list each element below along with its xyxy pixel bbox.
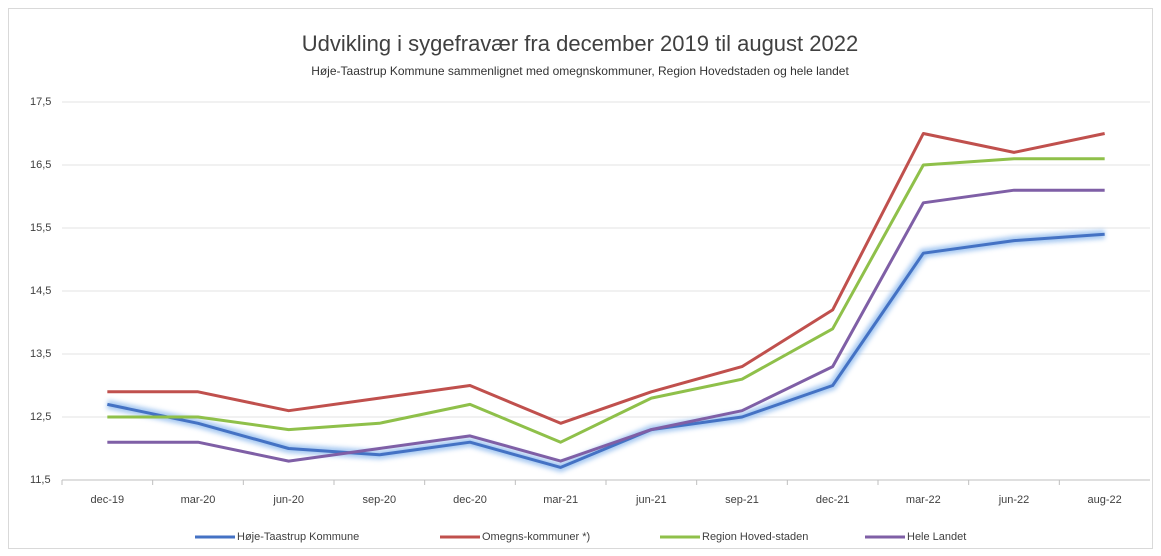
x-tick-label: aug-22 bbox=[1088, 494, 1122, 506]
y-tick-label: 17,5 bbox=[30, 96, 51, 108]
y-tick-label: 12,5 bbox=[30, 411, 51, 423]
x-tick-label: dec-21 bbox=[816, 494, 850, 506]
y-tick-label: 11,5 bbox=[30, 474, 51, 486]
x-tick-label: dec-19 bbox=[91, 494, 125, 506]
series-line bbox=[107, 188, 1105, 463]
chart-subtitle: Høje-Taastrup Kommune sammenlignet med o… bbox=[311, 64, 849, 78]
x-tick-label: jun-20 bbox=[272, 494, 304, 506]
legend-label: Høje-Taastrup Kommune bbox=[237, 531, 359, 543]
legend-label: Region Hoved-staden bbox=[702, 531, 808, 543]
y-tick-label: 15,5 bbox=[30, 222, 51, 234]
y-tick-label: 16,5 bbox=[30, 159, 51, 171]
series-line bbox=[107, 232, 1105, 469]
y-tick-label: 14,5 bbox=[30, 285, 51, 297]
x-tick-label: dec-20 bbox=[453, 494, 487, 506]
x-tick-label: sep-21 bbox=[725, 494, 759, 506]
chart-title: Udvikling i sygefravær fra december 2019… bbox=[302, 31, 858, 56]
legend: Høje-Taastrup Kommune Omegns-kommuner *) R… bbox=[195, 531, 966, 543]
legend-label: Omegns-kommuner *) bbox=[482, 531, 590, 543]
series-line bbox=[107, 132, 1105, 425]
x-tick-label: mar-20 bbox=[181, 494, 216, 506]
x-tick-label: mar-21 bbox=[543, 494, 578, 506]
series-line bbox=[107, 157, 1105, 444]
legend-label: Hele Landet bbox=[907, 531, 966, 543]
x-tick-label: sep-20 bbox=[363, 494, 397, 506]
x-tick-label: jun-21 bbox=[635, 494, 667, 506]
x-tick-label: jun-22 bbox=[998, 494, 1030, 506]
chart-border bbox=[8, 8, 1153, 549]
x-tick-label: mar-22 bbox=[906, 494, 941, 506]
y-tick-label: 13,5 bbox=[30, 348, 51, 360]
